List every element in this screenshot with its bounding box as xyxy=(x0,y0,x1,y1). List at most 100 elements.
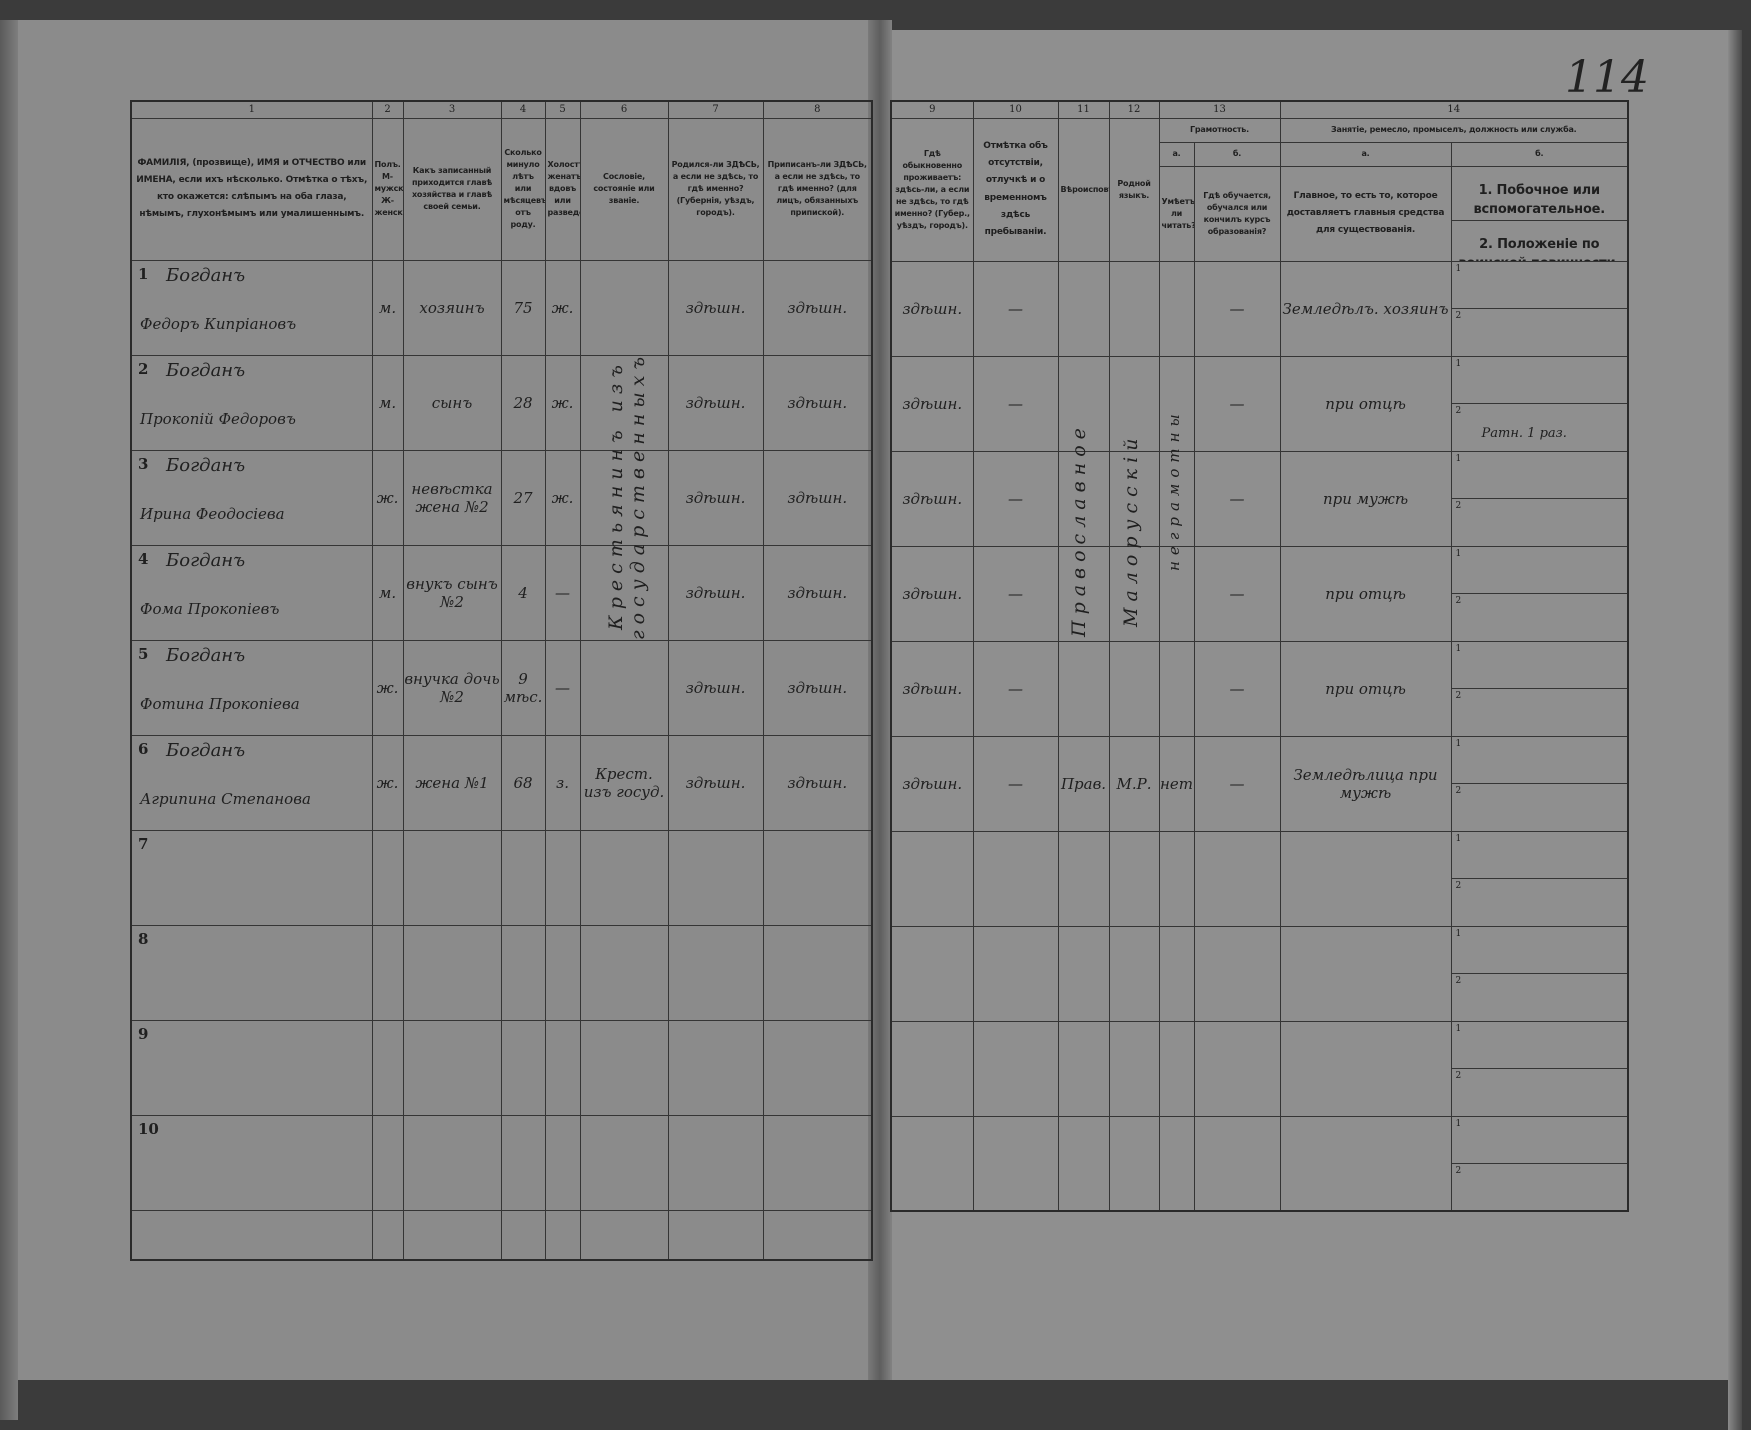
age-cell: 4 xyxy=(500,544,546,641)
occupation-cell xyxy=(1279,1020,1452,1117)
column-header: ФАМИЛІЯ, (прозвище), ИМЯ и ОТЧЕСТВО или … xyxy=(130,117,373,261)
secondary-subrow: 1 xyxy=(1452,1117,1628,1164)
registered-cell: здѣшн. xyxy=(762,354,873,451)
religion-spanning-entry: Православное xyxy=(1068,422,1090,638)
military-subrow: 2 xyxy=(1452,1069,1627,1115)
column-header: Полъ. М-мужской. Ж-женскій. xyxy=(371,117,404,261)
table-row: 8 xyxy=(130,924,873,1021)
language-cell xyxy=(1108,545,1160,642)
header-language: Родной языкъ. xyxy=(1108,117,1160,262)
absence-cell: — xyxy=(972,640,1059,737)
literacy-cell xyxy=(1158,640,1195,737)
estate-spanning-entry: Крестьянинъ изъ государственныхъ xyxy=(605,350,649,640)
relation-cell: невѣстка жена №2 xyxy=(402,449,502,546)
col-number: 11 xyxy=(1057,100,1110,119)
table-row: здѣшн. — — при отцѣ 1 2 Ратн. 1 раз. xyxy=(890,355,1629,452)
occupation-cell xyxy=(1279,830,1452,927)
residence-cell: здѣшн. xyxy=(890,735,974,832)
age-cell: 68 xyxy=(500,734,546,831)
occupation-cell: при отцѣ xyxy=(1279,640,1452,737)
literacy-cell xyxy=(1158,1020,1195,1117)
absence-cell: — xyxy=(972,545,1059,642)
language-spanning-entry: Малорусскій xyxy=(1120,432,1142,628)
registered-cell: здѣшн. xyxy=(762,734,873,831)
marital-cell: ж. xyxy=(544,449,581,546)
col-number: 4 xyxy=(500,100,546,119)
occupation-cell: при отцѣ xyxy=(1279,355,1452,452)
surname: Богданъ xyxy=(166,549,246,571)
secondary-subrow: 1 xyxy=(1452,737,1628,784)
language-cell xyxy=(1108,830,1160,927)
given-name: Фома Прокопіевъ xyxy=(140,599,280,618)
row-number: 8 xyxy=(138,929,149,948)
literacy-cell xyxy=(1158,1115,1195,1212)
name-cell: 2 Богданъ Прокопій Федоровъ xyxy=(130,354,373,451)
header-religion: Вѣроисповѣданіе. xyxy=(1057,117,1110,262)
col-number: 10 xyxy=(972,100,1059,119)
sex-cell xyxy=(371,1114,404,1211)
header-can-read: Умѣетъ-ли читать? xyxy=(1158,165,1195,262)
row-number: 1 xyxy=(138,264,149,283)
col-number: 14 xyxy=(1279,100,1629,119)
name-cell: 8 xyxy=(130,924,373,1021)
secondary-subrow: 1 xyxy=(1452,1022,1628,1069)
sex-cell: ж. xyxy=(371,734,404,831)
literacy-cell xyxy=(1158,545,1195,642)
relation-cell xyxy=(402,829,502,926)
occupation-cell xyxy=(1279,1115,1452,1212)
sub-label: 1 xyxy=(1455,358,1462,369)
religion-cell: Прав. xyxy=(1057,735,1110,832)
column-header: Сколько минуло лѣтъ или мѣсяцевъ отъ род… xyxy=(500,117,546,261)
sub-label: 2 xyxy=(1455,1165,1462,1176)
religion-cell xyxy=(1057,1020,1110,1117)
header-military-status: 2. Положеніе по воинской повинности. xyxy=(1458,236,1620,261)
header-residence: Гдѣ обыкновенно проживаетъ: здѣсь-ли, а … xyxy=(890,117,974,262)
secondary-subrow: 1 xyxy=(1452,832,1628,879)
literacy-cell xyxy=(1158,450,1195,547)
secondary-subrow: 1 xyxy=(1452,547,1628,594)
subheader-label: б. xyxy=(1450,141,1629,167)
residence-cell: здѣшн. xyxy=(890,450,974,547)
sub-label: 1 xyxy=(1455,738,1462,749)
born-cell xyxy=(667,1019,764,1116)
name-cell: 10 xyxy=(130,1114,373,1211)
relation-cell: жена №1 xyxy=(402,734,502,831)
marital-cell xyxy=(544,924,581,1021)
row-number: 9 xyxy=(138,1024,149,1043)
table-row: 5 Богданъ Фотина Прокопіева ж. внучка дочь №… xyxy=(130,639,873,736)
residence-cell xyxy=(890,1115,974,1212)
header-occupation: Занятіе, ремесло, промыселъ, должность и… xyxy=(1279,117,1629,143)
marital-cell: ж. xyxy=(544,354,581,451)
subheader-label: б. xyxy=(1193,141,1281,167)
religion-cell xyxy=(1057,260,1110,357)
empty-cell xyxy=(579,1209,669,1261)
col-number: 2 xyxy=(371,100,404,119)
empty-cell xyxy=(544,1209,581,1261)
table-row: 4 Богданъ Фома Прокопіевъ м. внукъ сынъ №2 4—… xyxy=(130,544,873,641)
col-number: 13 xyxy=(1158,100,1281,119)
occupation-cell xyxy=(1279,925,1452,1022)
absence-cell xyxy=(972,1115,1059,1212)
religion-cell xyxy=(1057,545,1110,642)
occupation-cell: при отцѣ xyxy=(1279,545,1452,642)
sub-label: 1 xyxy=(1455,928,1462,939)
col-number: 6 xyxy=(579,100,669,119)
secondary-subrow: 1 xyxy=(1452,452,1628,499)
sub-label: 2 xyxy=(1455,691,1462,701)
col-number: 8 xyxy=(762,100,873,119)
sub-label: 2 xyxy=(1455,786,1462,796)
relation-cell: хозяинъ xyxy=(402,259,502,356)
born-cell xyxy=(667,924,764,1021)
sub-rows: 1 2 Ратн. 1 раз. xyxy=(1452,357,1628,450)
secondary-subrow: 1 xyxy=(1452,357,1628,404)
military-subrow: 2 xyxy=(1452,784,1627,830)
sub-label: 1 xyxy=(1455,1118,1462,1129)
header-absence: Отмѣтка объ отсутствіи, отлучкѣ и о врем… xyxy=(972,117,1059,262)
residence-cell xyxy=(890,830,974,927)
